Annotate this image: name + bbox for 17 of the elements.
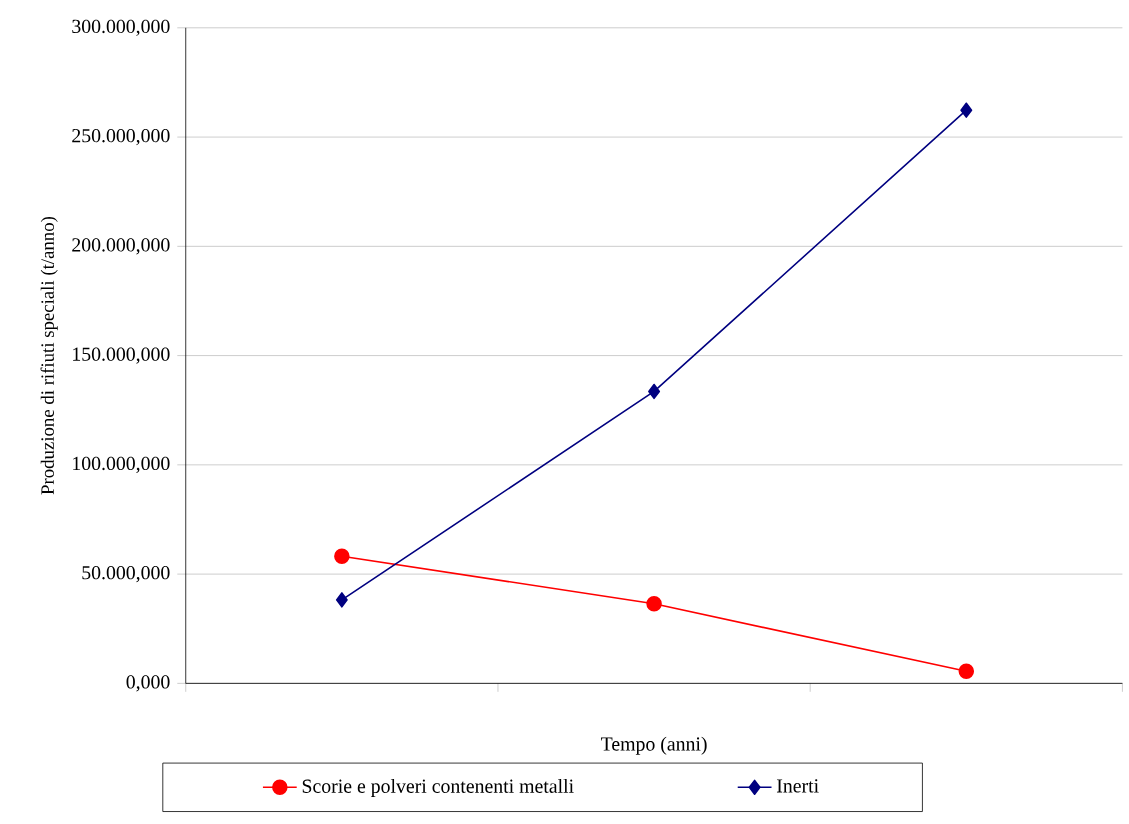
point [334, 548, 350, 564]
point [648, 383, 661, 399]
legend-label: Inerti [776, 779, 819, 793]
y-axis-title: Produzione di rifiuti speciali (t/anno) [40, 216, 58, 495]
point [335, 591, 348, 608]
point [958, 663, 975, 679]
legend-label: Scorie e polveri contenenti metalli [302, 778, 574, 797]
point [646, 595, 662, 612]
y-tick-label: 200.000,000 [72, 238, 170, 255]
y-tick-label: 100.000,000 [73, 456, 170, 473]
x-axis-title: Tempo (anni) [601, 736, 707, 755]
point [960, 102, 973, 118]
y-tick-label: 0,000 [126, 675, 170, 692]
y-tick-label: 300.000,000 [72, 19, 170, 36]
y-tick-label: 250.000,000 [72, 128, 170, 145]
y-tick-label: 50.000,000 [82, 565, 170, 582]
y-tick-label: 150.000,000 [73, 347, 170, 364]
